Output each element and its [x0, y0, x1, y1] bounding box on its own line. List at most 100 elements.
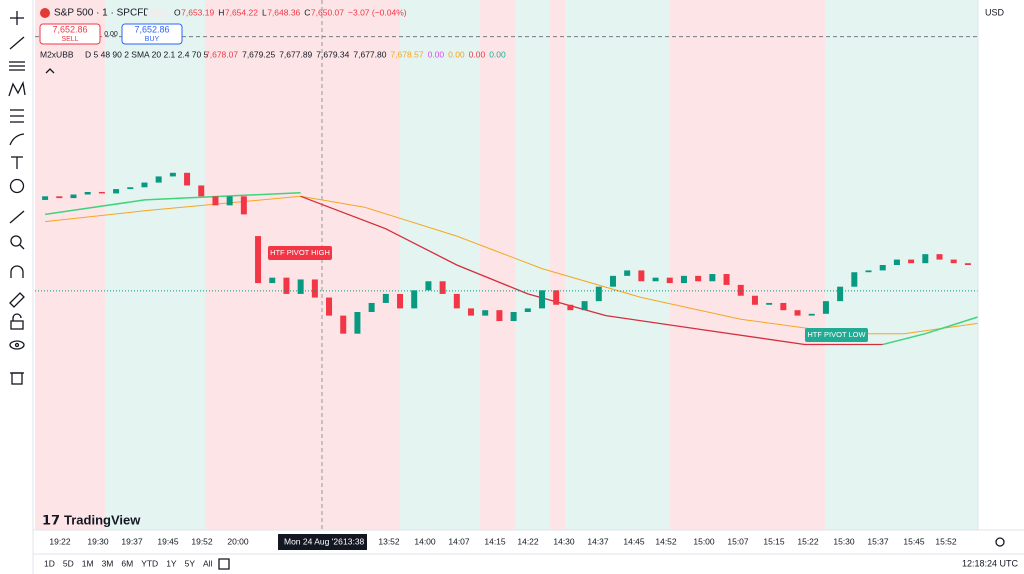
- visibility-tool[interactable]: [9, 340, 25, 350]
- time-label: 19:30: [87, 536, 109, 546]
- candle: [638, 270, 645, 282]
- range-button[interactable]: YTD: [141, 558, 158, 568]
- time-label: 19:22: [49, 536, 71, 546]
- range-button[interactable]: 1M: [82, 558, 94, 568]
- candle: [865, 270, 872, 273]
- collapse-legend[interactable]: [45, 68, 55, 74]
- ohlc-value: 7,648.36: [267, 7, 300, 17]
- currency-button[interactable]: [979, 5, 1019, 21]
- crosshair-tool[interactable]: [10, 11, 24, 25]
- time-label: 14:52: [655, 536, 677, 546]
- candle: [411, 290, 418, 309]
- range-button[interactable]: 3M: [102, 558, 114, 568]
- candle: [198, 185, 205, 197]
- candle: [652, 277, 659, 282]
- candle: [368, 302, 375, 312]
- session-shade: [105, 0, 205, 530]
- candle: [695, 275, 702, 282]
- range-button[interactable]: All: [203, 558, 213, 568]
- time-label: 15:15: [763, 536, 785, 546]
- symbol-icon: [40, 8, 50, 18]
- time-label: 14:22: [517, 536, 539, 546]
- candle: [808, 313, 815, 316]
- text-tool[interactable]: [11, 156, 23, 169]
- candle: [439, 281, 446, 294]
- range-button[interactable]: 5Y: [185, 558, 196, 568]
- candle: [893, 259, 900, 265]
- candle: [964, 263, 971, 265]
- ohlc-value: −3.07 (−0.04%): [348, 7, 407, 17]
- range-button[interactable]: 5D: [63, 558, 74, 568]
- time-label: 15:22: [797, 536, 819, 546]
- annotation: HTF PIVOT LOW: [807, 330, 866, 339]
- currency[interactable]: USD: [985, 7, 1005, 17]
- session-shade: [825, 0, 978, 530]
- indicator-line: [44, 191, 301, 216]
- lock-drawing-tool[interactable]: [9, 292, 25, 308]
- ohlc-value: 7,653.19: [181, 7, 214, 17]
- candle: [737, 284, 744, 296]
- magnet-tool[interactable]: [10, 265, 24, 278]
- candle: [851, 272, 858, 287]
- candle: [297, 279, 304, 294]
- brush-tool[interactable]: [9, 133, 25, 146]
- candle: [340, 315, 347, 334]
- session-shade: [565, 0, 670, 530]
- time-label: 13:52: [378, 536, 400, 546]
- buy-button[interactable]: [121, 23, 183, 45]
- symbol[interactable]: S&P 500 · 1 · SPCFD: [54, 8, 151, 19]
- candle: [482, 310, 489, 316]
- emoji-tool[interactable]: [9, 178, 25, 194]
- trendline-tool[interactable]: [9, 36, 25, 50]
- candle: [84, 191, 91, 195]
- ohlc-value: C: [304, 7, 310, 17]
- zoom-tool[interactable]: [10, 235, 25, 250]
- candle: [212, 196, 219, 206]
- session-shade: [480, 0, 515, 530]
- candle: [425, 281, 432, 291]
- candle: [908, 259, 915, 264]
- date-range-button[interactable]: [218, 558, 230, 570]
- candle: [127, 187, 134, 190]
- candle: [226, 196, 233, 206]
- fib-tool[interactable]: [9, 61, 25, 71]
- range-button[interactable]: 1Y: [166, 558, 177, 568]
- range-button[interactable]: 1D: [44, 558, 55, 568]
- time-label: 14:45: [623, 536, 645, 546]
- time-label: 14:15: [484, 536, 506, 546]
- candle: [113, 189, 120, 194]
- delete-tool[interactable]: [10, 372, 24, 385]
- candle: [269, 277, 276, 284]
- candle: [240, 196, 247, 215]
- annotation: HTF PIVOT HIGH: [270, 248, 330, 257]
- axis-settings[interactable]: [995, 537, 1005, 547]
- annotation-box: [805, 328, 868, 342]
- indicator-value: 7,679.34: [316, 49, 349, 59]
- time-label: 15:37: [867, 536, 889, 546]
- time-label: 14:30: [553, 536, 575, 546]
- candle: [879, 265, 886, 271]
- candle: [751, 295, 758, 305]
- logo-mark: 𝟭𝟳: [42, 512, 60, 527]
- buy-price: 7,652.86: [134, 24, 169, 34]
- indicator-value: 7,679.25: [242, 49, 275, 59]
- pattern-tool[interactable]: [8, 80, 26, 97]
- clock: 12:18:24 UTC: [962, 558, 1019, 568]
- prediction-tool[interactable]: [10, 109, 24, 123]
- sell-button[interactable]: [39, 23, 101, 45]
- indicator-value: 0.00: [428, 49, 445, 59]
- candle: [283, 277, 290, 294]
- indicator-line: [882, 314, 983, 346]
- ruler-tool[interactable]: [9, 210, 25, 224]
- crosshair-time: 13:38: [343, 536, 365, 546]
- candle: [56, 196, 63, 199]
- range-button[interactable]: 6M: [121, 558, 133, 568]
- price-axis-bg: [978, 0, 1024, 530]
- buy-label: BUY: [145, 36, 160, 43]
- time-label: 19:45: [157, 536, 179, 546]
- indicator-name[interactable]: M2xUBB: [40, 49, 74, 59]
- time-label: 14:07: [448, 536, 470, 546]
- time-label: 14:00: [414, 536, 436, 546]
- candle: [397, 293, 404, 309]
- lock-tool[interactable]: [10, 313, 24, 330]
